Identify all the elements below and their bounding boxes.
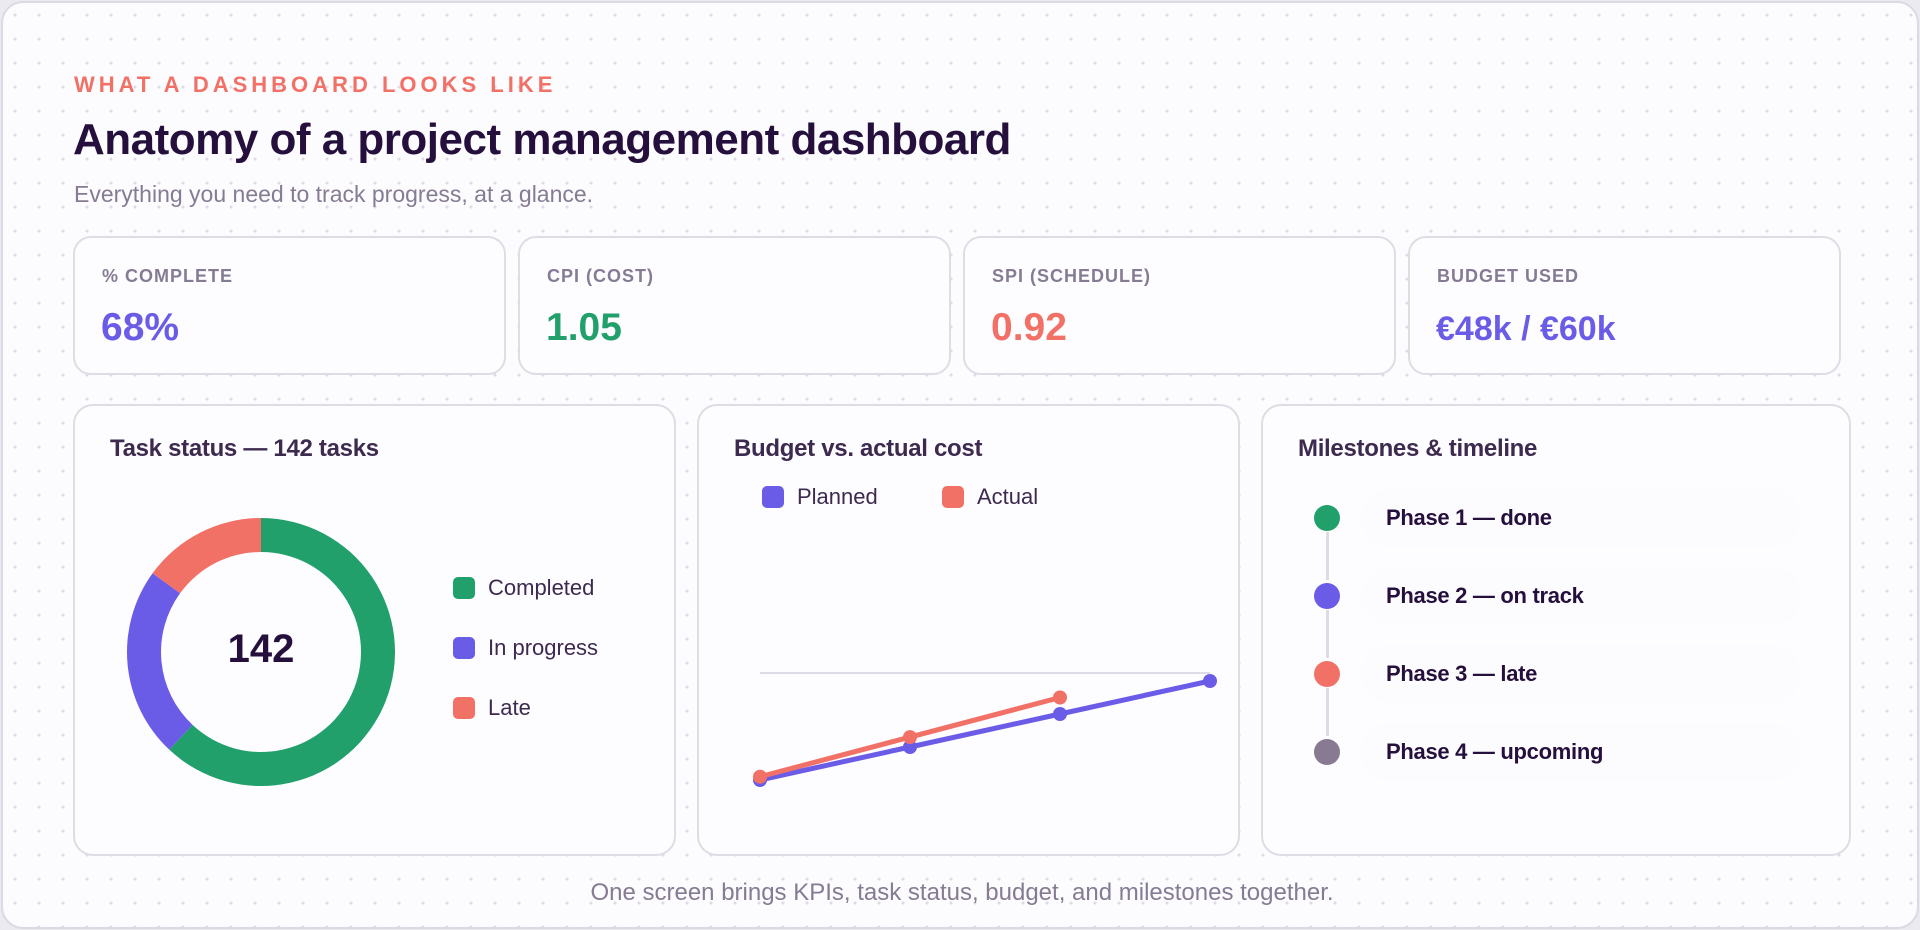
budget-line-chart bbox=[753, 672, 1217, 787]
card-title: Task status — 142 tasks bbox=[110, 435, 379, 462]
kpi-value: €48k / €60k bbox=[1436, 310, 1616, 348]
kpi-card-complete: % COMPLETE 68% bbox=[73, 236, 506, 375]
milestone-label: Phase 2 — on track bbox=[1386, 583, 1584, 608]
legend-label: In progress bbox=[488, 635, 599, 660]
eyebrow: WHAT A DASHBOARD LOOKS LIKE bbox=[74, 72, 557, 97]
legend-label: Late bbox=[488, 695, 531, 720]
kpi-card-budget: BUDGET USED €48k / €60k bbox=[1408, 236, 1841, 375]
donut-slice-in-progress bbox=[127, 573, 193, 750]
data-point-planned bbox=[1053, 707, 1067, 721]
data-point-planned bbox=[1203, 674, 1217, 688]
milestone-dot bbox=[1314, 739, 1340, 765]
kpi-label: SPI (SCHEDULE) bbox=[992, 266, 1152, 286]
milestone-item: Phase 1 — done bbox=[1263, 489, 1843, 549]
budget-card: Budget vs. actual cost Planned Actual bbox=[697, 404, 1240, 856]
page-title: Anatomy of a project management dashboar… bbox=[73, 115, 1011, 164]
milestone-label: Phase 3 — late bbox=[1386, 661, 1538, 686]
legend-item-late: Late bbox=[453, 695, 531, 721]
data-point-actual bbox=[1053, 690, 1067, 705]
milestone-item: Phase 3 — late bbox=[1263, 645, 1843, 705]
kpi-value: 0.92 bbox=[991, 306, 1067, 349]
legend-swatch bbox=[453, 577, 475, 599]
timeline-connector bbox=[1326, 532, 1329, 580]
task-status-donut bbox=[127, 518, 396, 786]
legend-item-completed: Completed bbox=[453, 575, 594, 601]
footer-caption: One screen brings KPIs, task status, bud… bbox=[590, 879, 1334, 906]
card-title: Budget vs. actual cost bbox=[734, 435, 983, 462]
timeline-connector bbox=[1326, 688, 1329, 736]
milestone-item: Phase 2 — on track bbox=[1263, 567, 1843, 627]
legend-swatch bbox=[453, 637, 475, 659]
kpi-card-spi: SPI (SCHEDULE) 0.92 bbox=[963, 236, 1396, 375]
donut-slice-late bbox=[152, 518, 261, 594]
legend-item-in-progress: In progress bbox=[453, 635, 598, 661]
legend-item-actual: Actual bbox=[942, 484, 1038, 510]
milestone-pill bbox=[1361, 723, 1801, 781]
milestone-dot bbox=[1314, 661, 1340, 687]
milestone-dot bbox=[1314, 583, 1340, 609]
donut-slice-completed bbox=[169, 518, 396, 786]
kpi-label: CPI (COST) bbox=[547, 266, 654, 286]
donut-center-value: 142 bbox=[227, 627, 295, 671]
kpi-label: BUDGET USED bbox=[1437, 266, 1580, 286]
legend-label: Actual bbox=[977, 484, 1039, 509]
legend-label: Planned bbox=[797, 484, 878, 509]
milestone-pill bbox=[1361, 645, 1801, 703]
milestone-pill bbox=[1361, 489, 1801, 547]
legend-swatch bbox=[453, 697, 475, 719]
data-point-actual bbox=[753, 769, 767, 784]
kpi-value: 68% bbox=[101, 306, 180, 349]
page-subtitle: Everything you need to track progress, a… bbox=[74, 181, 594, 207]
data-point-planned bbox=[903, 740, 917, 754]
milestone-label: Phase 4 — upcoming bbox=[1386, 739, 1604, 764]
legend-swatch bbox=[942, 486, 964, 508]
milestone-dot bbox=[1314, 505, 1340, 531]
milestone-item: Phase 4 — upcoming bbox=[1263, 723, 1843, 783]
milestone-label: Phase 1 — done bbox=[1386, 505, 1552, 530]
timeline-connector bbox=[1326, 610, 1329, 658]
card-title: Milestones & timeline bbox=[1298, 435, 1538, 462]
task-status-card: Task status — 142 tasks 142 Completed In… bbox=[73, 404, 676, 856]
legend-item-planned: Planned bbox=[762, 484, 878, 510]
legend-label: Completed bbox=[488, 575, 595, 600]
kpi-card-cpi: CPI (COST) 1.05 bbox=[518, 236, 951, 375]
kpi-label: % COMPLETE bbox=[102, 266, 234, 286]
milestones-card: Milestones & timeline Phase 1 — done Pha… bbox=[1261, 404, 1851, 856]
kpi-value: 1.05 bbox=[546, 306, 622, 349]
data-point-actual bbox=[903, 730, 917, 745]
series-line-planned bbox=[757, 678, 1213, 783]
milestone-pill bbox=[1361, 567, 1801, 625]
legend-swatch bbox=[762, 486, 784, 508]
